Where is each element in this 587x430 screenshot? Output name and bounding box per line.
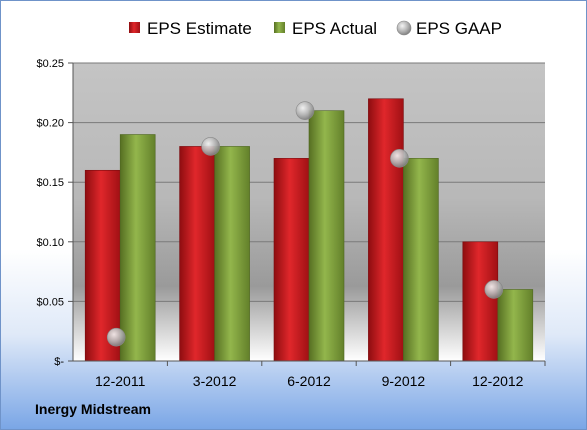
legend-label-estimate: EPS Estimate [147, 19, 252, 38]
x-tick-label: 9-2012 [382, 373, 426, 389]
gaap-markers [106, 101, 504, 347]
legend-swatch-actual [274, 22, 285, 33]
eps-actual-bar [403, 158, 439, 362]
y-tick-label: $0.15 [36, 177, 64, 189]
eps-gaap-marker [106, 327, 126, 347]
y-tick-label: $0.20 [36, 118, 64, 130]
bars [84, 98, 534, 362]
y-tick-label: $0.10 [36, 237, 64, 249]
y-tick-label: $- [54, 356, 64, 368]
y-tick-label: $0.25 [36, 58, 64, 70]
x-tick-label: 12-2012 [472, 373, 524, 389]
eps-actual-bar [308, 110, 345, 362]
eps-actual-bar [214, 146, 250, 362]
eps-gaap-marker [390, 149, 409, 168]
y-tick-label: $0.05 [36, 296, 64, 308]
eps-actual-bar [497, 289, 534, 362]
company-name: Inergy Midstream [35, 401, 151, 417]
legend-label-actual: EPS Actual [292, 19, 377, 38]
x-tick-label: 6-2012 [287, 373, 331, 389]
legend-swatch-estimate [129, 22, 140, 33]
x-tick-label: 3-2012 [193, 373, 237, 389]
eps-estimate-bar [273, 158, 310, 362]
x-axis: 12-2011 3-2012 6-2012 9-2012 12-2012 [73, 360, 546, 389]
eps-actual-bar [119, 134, 156, 362]
eps-estimate-bar [368, 98, 404, 362]
eps-gaap-marker [201, 137, 220, 156]
eps-estimate-bar [462, 241, 499, 362]
eps-gaap-marker [484, 280, 504, 299]
y-axis: $- $0.05 $0.10 $0.15 $0.20 $0.25 [36, 58, 74, 368]
legend-label-gaap: EPS GAAP [416, 19, 502, 38]
x-tick-label: 12-2011 [95, 373, 146, 389]
eps-gaap-marker [295, 101, 315, 120]
legend-swatch-gaap [396, 20, 412, 36]
legend: EPS Estimate EPS Actual EPS GAAP [129, 19, 502, 38]
eps-estimate-bar [179, 146, 215, 362]
